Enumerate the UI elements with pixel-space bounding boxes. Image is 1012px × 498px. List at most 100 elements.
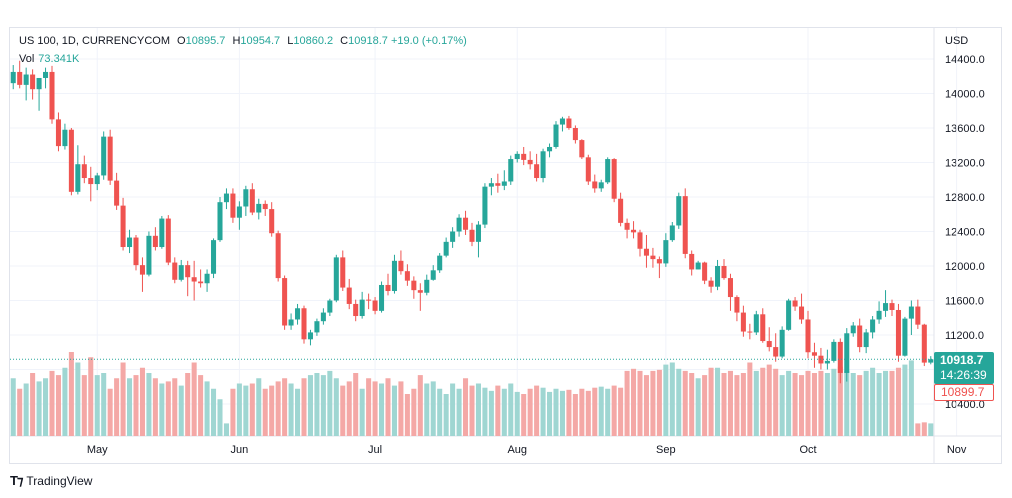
volume-bar	[631, 368, 637, 436]
volume-bar	[159, 383, 165, 436]
candle-body	[753, 314, 759, 333]
candle-body	[682, 196, 688, 254]
volume-bar	[527, 388, 533, 436]
volume-bar	[921, 422, 927, 436]
candle-body	[417, 290, 423, 293]
volume-bar	[249, 383, 255, 436]
volume-bar	[766, 364, 772, 436]
volume-bar	[295, 388, 301, 436]
candle-body	[146, 235, 152, 275]
volume-bar	[501, 388, 507, 436]
volume-bar	[198, 375, 204, 436]
volume-bar	[540, 387, 546, 436]
volume-bar	[773, 368, 779, 436]
candle-body	[198, 281, 204, 284]
volume-bar	[256, 378, 262, 436]
candle-body	[346, 287, 352, 304]
candle-body	[114, 180, 120, 206]
candle-body	[107, 136, 113, 181]
volume-bar	[824, 373, 830, 436]
volume-bar	[191, 362, 197, 436]
candle-body	[553, 124, 559, 147]
volume-bar	[656, 369, 662, 436]
candle-body	[75, 164, 81, 192]
candle-body	[488, 183, 494, 187]
volume-bar	[346, 381, 352, 436]
volume-bar	[850, 373, 856, 436]
x-tick-label: Oct	[799, 444, 816, 456]
candle-body	[94, 175, 100, 185]
volume-bar	[475, 383, 481, 436]
volume-bar	[288, 383, 294, 436]
y-tick-label: 14400.0	[945, 54, 985, 66]
candle-body	[508, 159, 514, 182]
y-tick-label: 11600.0	[945, 296, 984, 308]
candle-body	[618, 198, 624, 223]
candle-body	[870, 319, 876, 333]
candle-body	[275, 233, 281, 279]
volume-bar	[760, 367, 766, 436]
volume-bar	[663, 364, 669, 436]
candle-body	[269, 209, 275, 234]
candle-body	[372, 300, 378, 311]
volume-bar	[669, 362, 675, 436]
volume-bar	[695, 378, 701, 436]
brand-label: TradingView	[26, 474, 93, 488]
candle-body	[689, 253, 695, 270]
volume-bar	[17, 388, 23, 436]
volume-bar	[204, 381, 210, 436]
volume-bar	[404, 394, 410, 436]
volume-bar	[185, 373, 191, 436]
volume-bar	[521, 394, 527, 436]
volume-bar	[779, 375, 785, 436]
candle-body	[333, 257, 339, 301]
candle-body	[49, 71, 55, 120]
volume-bar	[23, 383, 29, 436]
x-tick-label: Nov	[947, 444, 967, 456]
x-tick-label: May	[87, 444, 108, 456]
candle-body	[295, 308, 301, 320]
candle-body	[437, 255, 443, 271]
candle-body	[708, 280, 714, 287]
candle-body	[695, 262, 701, 270]
volume-bar	[417, 375, 423, 436]
high-value: 10954.7	[240, 35, 281, 47]
tradingview-mark-icon: T⁊	[10, 473, 23, 488]
candle-body	[585, 157, 591, 182]
volume-bar	[637, 370, 643, 436]
candle-body	[424, 279, 430, 293]
volume-bar	[508, 383, 514, 436]
candle-body	[863, 332, 869, 348]
candle-body	[55, 119, 61, 147]
change-value: +19.0 (+0.17%)	[390, 35, 467, 47]
volume-bar	[598, 386, 604, 436]
volume-bar	[908, 360, 914, 436]
candle-body	[68, 129, 74, 192]
candle-body	[669, 225, 675, 241]
volume-bar	[799, 375, 805, 436]
volume-bar	[101, 373, 107, 436]
candle-body	[314, 321, 320, 333]
candle-body	[62, 129, 68, 147]
volume-bar	[398, 381, 404, 436]
candle-body	[928, 359, 934, 363]
low-label: L	[287, 35, 294, 47]
candle-body	[902, 318, 908, 356]
volume-bar	[721, 373, 727, 436]
candle-body	[133, 237, 139, 266]
volume-bar	[928, 423, 934, 436]
candle-body	[450, 231, 456, 242]
candle-body	[883, 303, 889, 311]
volume-bar	[870, 367, 876, 436]
candle-body	[262, 203, 268, 210]
candle-body	[773, 347, 779, 357]
volume-bar	[30, 373, 36, 436]
currency-label: USD	[945, 35, 969, 47]
volume-bar	[379, 383, 385, 436]
tradingview-logo[interactable]: T⁊ TradingView	[10, 473, 92, 489]
volume-bar	[443, 394, 449, 436]
candle-body	[715, 266, 721, 287]
volume-bar	[534, 385, 540, 436]
volume-label: Vol	[19, 53, 35, 65]
